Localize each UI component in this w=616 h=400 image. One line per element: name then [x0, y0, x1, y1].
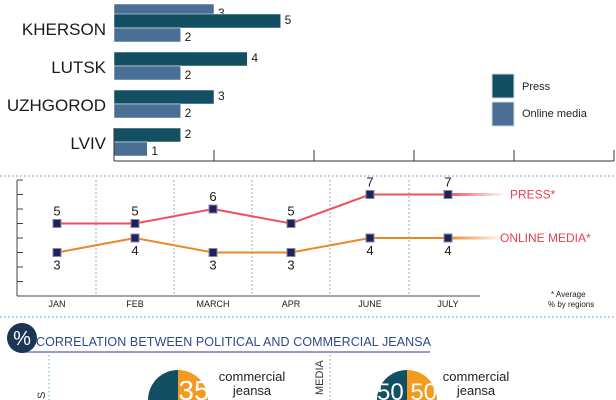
bar-value-label: 2 [185, 127, 192, 141]
month-label: JULY [437, 299, 458, 309]
point-label: 7 [444, 175, 451, 190]
month-label: JAN [48, 299, 65, 309]
pie-slice-commercial [178, 370, 208, 400]
series-line-online [56, 236, 448, 254]
data-point [443, 190, 453, 199]
pie-slice-label: commercial [219, 369, 286, 384]
bar-press [113, 13, 281, 29]
footnote-line2: % by regions [548, 300, 594, 309]
series-label: ONLINE MEDIA* [500, 231, 591, 245]
category-label: KHERSON [22, 20, 106, 39]
data-point [365, 233, 375, 243]
month-label: FEB [126, 299, 144, 309]
point-label: 4 [131, 243, 138, 258]
legend-label: Press [522, 81, 551, 93]
data-point [443, 233, 453, 243]
bar-value-label: 4 [251, 51, 258, 65]
data-point [286, 248, 296, 257]
pie-value: 50 50 [377, 379, 437, 400]
month-label: MARCH [197, 299, 230, 309]
data-point [130, 219, 140, 228]
bar-online [113, 103, 181, 119]
data-point [208, 248, 218, 257]
pie-slice-commercial [407, 370, 437, 400]
legend-swatch [491, 101, 515, 127]
point-label: 3 [287, 258, 294, 273]
point-label: 3 [53, 258, 60, 273]
bar-value-label: 3 [218, 89, 225, 103]
pie-slice-political [148, 370, 178, 400]
bar-online [113, 141, 148, 157]
bar-value-label: 5 [285, 13, 292, 27]
series-tail [448, 193, 506, 196]
bar-value-label: 1 [151, 144, 158, 158]
point-label: 5 [131, 204, 138, 219]
pie-slice-label: jeansa [232, 383, 272, 398]
bar-value-label: 2 [185, 106, 192, 120]
legend-swatch [491, 73, 515, 99]
pie-slice-political [377, 370, 407, 400]
section-title: CORRELATION BETWEEN POLITICAL AND COMMER… [36, 335, 432, 349]
point-label: 4 [444, 243, 451, 258]
pie-group-label: MEDIA [314, 360, 326, 396]
series-line-press [57, 193, 448, 225]
month-label: APR [282, 299, 301, 309]
point-label: 6 [209, 189, 216, 204]
category-label: LUTSK [51, 58, 106, 77]
bar-online [113, 27, 181, 43]
data-point [365, 190, 375, 199]
footnote-line1: * Average [551, 290, 586, 299]
pie-group-label: S [36, 392, 48, 399]
percent-icon [7, 323, 37, 353]
bar-value-label: 2 [185, 30, 192, 44]
point-label: 7 [366, 175, 373, 190]
data-point [286, 219, 296, 228]
bar-online [113, 65, 181, 81]
bar-value-label: 2 [185, 68, 192, 82]
data-point [52, 248, 62, 257]
pie-value: 35 [178, 375, 209, 400]
bar-press [113, 127, 181, 143]
point-label: 4 [366, 243, 373, 258]
category-label: LVIV [70, 134, 106, 153]
category-label: UZHGOROD [7, 96, 106, 115]
series-label: PRESS* [510, 188, 556, 202]
data-point [208, 204, 218, 214]
pie-slice-label: commercial [443, 369, 510, 384]
legend-label: Online media [522, 108, 588, 120]
percent-symbol: % [13, 328, 31, 350]
month-label: JUNE [358, 299, 382, 309]
series-tail [448, 236, 506, 240]
data-point [130, 233, 140, 243]
bar-press [113, 51, 248, 67]
bar-press [113, 89, 215, 105]
point-label: 3 [209, 258, 216, 273]
point-label: 5 [53, 204, 60, 219]
point-label: 5 [287, 204, 294, 219]
bar-value-label: 3 [218, 6, 225, 20]
pie-slice-label: jeansa [456, 383, 496, 398]
data-point [52, 219, 62, 228]
